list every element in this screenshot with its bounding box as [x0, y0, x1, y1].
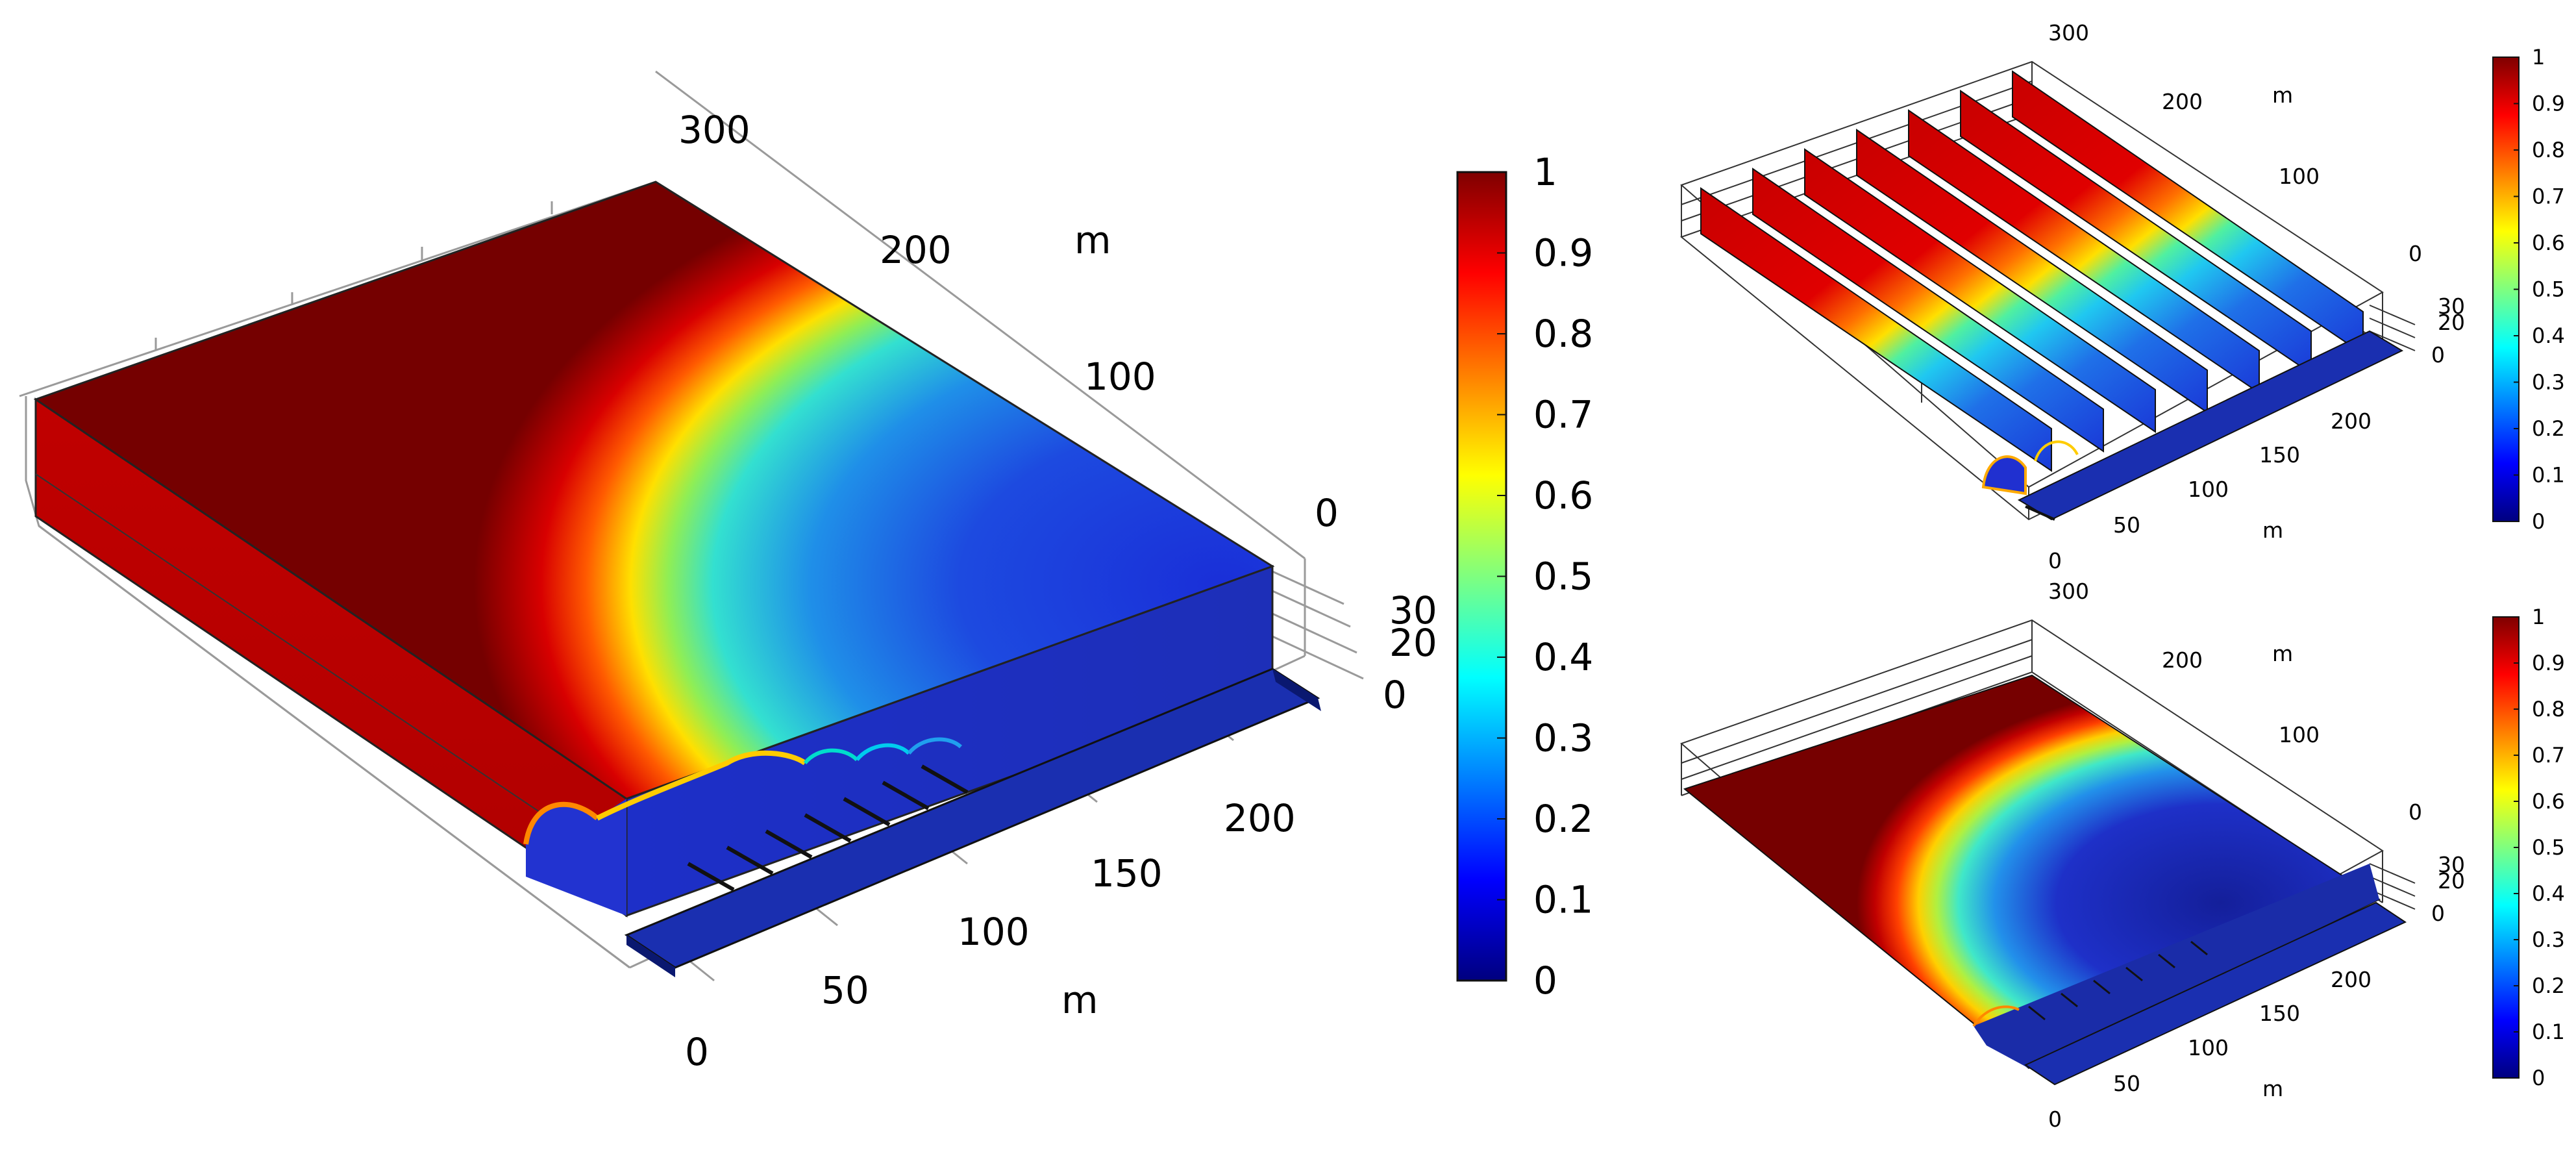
surface-colorbar-tick-label: 0.2: [2532, 973, 2565, 998]
slices-axis-labels: 300 200 100 0 m 30 20 0 0 50 100 150 200…: [2048, 20, 2465, 573]
main-bottom-tick: 150: [1091, 851, 1163, 895]
surface-top-unit: m: [2272, 641, 2293, 666]
slices-top-tick: 200: [2162, 89, 2203, 114]
surface-bottom-tick: 150: [2259, 1001, 2300, 1026]
main-top-unit: m: [1074, 218, 1111, 262]
slices-top-tick: 0: [2409, 241, 2422, 266]
surface-bottom-tick: 0: [2048, 1107, 2062, 1132]
main-axis-labels: 300 200 100 0 m 30 20 0 0 50 100 150 200…: [678, 108, 1437, 1074]
slices-bottom-unit: m: [2262, 518, 2283, 543]
main-colorbar-tick-label: 0: [1533, 958, 1557, 1003]
surface-colorbar-tick-label: 0.6: [2532, 789, 2565, 814]
main-colorbar-tick-label: 0.2: [1533, 797, 1593, 841]
main-bottom-tick: 200: [1224, 796, 1296, 840]
main-z-tick: 0: [1383, 673, 1407, 717]
slices-colorbar-tick-label: 0.8: [2532, 138, 2565, 162]
slice-plane: [1700, 187, 2052, 472]
main-colorbar-tick-label: 1: [1533, 150, 1557, 194]
slices-top-unit: m: [2272, 82, 2293, 108]
main-bottom-unit: m: [1061, 978, 1098, 1022]
slice-plane: [1804, 148, 2156, 433]
surface-bottom-tick: 50: [2113, 1071, 2140, 1096]
slices-colorbar-tick-label: 0: [2532, 509, 2545, 534]
surface-colorbar-tick-label: 0.8: [2532, 697, 2565, 721]
slices-bottom-tick: 0: [2048, 548, 2062, 573]
main-top-surface: [33, 181, 1275, 800]
slices-z-tick: 0: [2431, 342, 2445, 368]
main-colorbar-tick-label: 0.5: [1533, 555, 1593, 599]
surface-top-tick: 0: [2409, 799, 2422, 825]
slices-colorbar-tick-label: 0.9: [2532, 92, 2565, 116]
slices-bottom-tick: 100: [2188, 477, 2229, 502]
surface-colorbar-tick-label: 0.5: [2532, 835, 2565, 860]
slices-colorbar-tick-label: 1: [2532, 45, 2545, 69]
slices-colorbar: 1 0.9 0.8 0.7 0.6 0.5 0.4 0.3 0.2 0.1 0: [2492, 45, 2565, 534]
surface-z-tick: 0: [2431, 901, 2445, 926]
main-colorbar: 1 0.9 0.8 0.7 0.6 0.5 0.4 0.3 0.2 0.1 0: [1456, 150, 1593, 1003]
main-colorbar-tick-label: 0.9: [1533, 231, 1593, 275]
slices-bottom-tick: 150: [2259, 442, 2300, 468]
surface-top-tick: 200: [2162, 647, 2203, 673]
surface-wells: [2028, 940, 2208, 1021]
surface-axis-labels: 300 200 100 0 m 30 20 0 0 50 100 150 200…: [2048, 579, 2465, 1132]
main-bottom-tick: 50: [821, 968, 869, 1012]
surface-colorbar-tick-label: 0.9: [2532, 651, 2565, 675]
surface-bottom-tick: 200: [2331, 967, 2372, 992]
surface-colorbar-tick-label: 0.1: [2532, 1020, 2565, 1044]
surface-colorbar-tick-label: 0: [2532, 1066, 2545, 1090]
slices-colorbar-tick-label: 0.7: [2532, 184, 2565, 209]
main-colorbar-tick-label: 0.3: [1533, 716, 1593, 760]
main-z-tick: 20: [1389, 621, 1437, 665]
slices-z-tick: 30: [2438, 294, 2465, 319]
main-bottom-tick: 0: [685, 1030, 709, 1074]
slices-colorbar-tick-label: 0.6: [2532, 231, 2565, 255]
main-bottom-tick: 100: [958, 910, 1030, 954]
slices-bottom-tick: 200: [2331, 408, 2372, 434]
surface-colorbar: 1 0.9 0.8 0.7 0.6 0.5 0.4 0.3 0.2 0.1 0: [2492, 605, 2565, 1090]
slices-top-tick: 300: [2048, 20, 2089, 45]
slices-colorbar-tick-label: 0.4: [2532, 323, 2565, 348]
slice-plane: [1752, 168, 2104, 453]
surface-z-tick: 20: [2438, 868, 2465, 894]
main-panel: [19, 70, 1364, 982]
main-z-tick: 30: [1389, 588, 1437, 632]
slices-bottom-tick: 50: [2113, 512, 2140, 538]
main-wells: [687, 764, 969, 892]
slices-colorbar-tick-label: 0.3: [2532, 370, 2565, 395]
surface-panel: [1680, 619, 2416, 1086]
main-well-cutaway: [526, 799, 626, 916]
slices-colorbar-tick-label: 0.1: [2532, 463, 2565, 488]
main-top-tick: 300: [678, 108, 750, 152]
surface-bottom-unit: m: [2262, 1076, 2283, 1101]
slices-colorbar-tick-label: 0.5: [2532, 277, 2565, 302]
slices-z-tick: 20: [2438, 310, 2465, 335]
main-top-tick: 200: [880, 228, 952, 272]
surface-top-tick: 300: [2048, 579, 2089, 604]
surface-cutaway: [1974, 864, 2379, 1068]
surface-colorbar-tick-label: 0.7: [2532, 743, 2565, 768]
main-colorbar-tick-label: 0.6: [1533, 473, 1593, 518]
slices-colorbar-tick-label: 0.2: [2532, 416, 2565, 441]
main-colorbar-tick-label: 0.4: [1533, 635, 1593, 679]
surface-z-tick: 30: [2438, 852, 2465, 877]
surface-channel: [2024, 901, 2407, 1086]
surface-top-tick: 100: [2279, 722, 2320, 747]
main-colorbar-tick-label: 0.7: [1533, 393, 1593, 437]
surface-colorbar-tick-label: 0.3: [2532, 927, 2565, 952]
slices-top-tick: 100: [2279, 164, 2320, 189]
main-colorbar-tick-label: 0.1: [1533, 878, 1593, 922]
main-top-tick: 0: [1315, 491, 1339, 535]
surface-bottom-tick: 100: [2188, 1035, 2229, 1060]
main-colorbar-tick-label: 0.8: [1533, 312, 1593, 356]
slices-planes: [1700, 70, 2364, 472]
surface-colorbar-tick-label: 1: [2532, 605, 2545, 629]
slices-panel: [1679, 60, 2416, 521]
main-top-tick: 100: [1084, 355, 1156, 399]
surface-colorbar-tick-label: 0.4: [2532, 881, 2565, 906]
